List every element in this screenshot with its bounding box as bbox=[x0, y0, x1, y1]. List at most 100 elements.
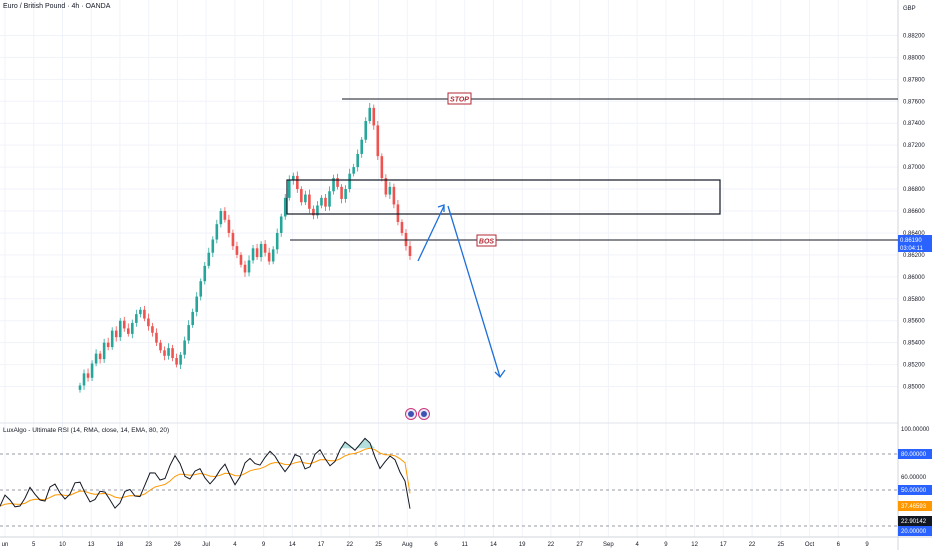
candle-body bbox=[106, 342, 110, 348]
candle-body bbox=[207, 252, 211, 266]
rsi-upper-tag bbox=[898, 449, 932, 459]
time-axis-label: 4 bbox=[233, 542, 237, 548]
candle-body bbox=[251, 248, 255, 261]
price-axis-label: 0.85800 bbox=[903, 297, 925, 303]
candle-body bbox=[239, 254, 243, 265]
time-axis-label: 9 bbox=[865, 542, 869, 548]
candle-body bbox=[332, 178, 335, 192]
candle-body bbox=[215, 224, 219, 240]
time-axis-label: 6 bbox=[434, 542, 438, 548]
candle-body bbox=[364, 121, 368, 140]
time-axis-label: 4 bbox=[635, 542, 639, 548]
rsi-lower-value: 20.00000 bbox=[901, 529, 927, 535]
candle-body bbox=[392, 186, 396, 205]
time-axis-label: 6 bbox=[837, 542, 841, 548]
time-axis-label: 22 bbox=[346, 542, 353, 548]
candle-body bbox=[235, 246, 239, 255]
price-axis-label: 0.86800 bbox=[903, 187, 925, 193]
bos-tag[interactable] bbox=[476, 234, 497, 247]
candle-body bbox=[175, 358, 178, 365]
candle-body bbox=[131, 322, 134, 334]
candle-body bbox=[187, 325, 190, 341]
candle-body bbox=[356, 153, 359, 168]
candle-body bbox=[86, 373, 90, 378]
down-arrow-line bbox=[447, 205, 501, 378]
candle-body bbox=[296, 175, 299, 190]
candle-body bbox=[243, 264, 247, 273]
rsi-line bbox=[0, 437, 411, 509]
candle-body bbox=[275, 232, 279, 250]
scroll-left-icon[interactable] bbox=[405, 408, 417, 420]
time-axis-label: 17 bbox=[720, 542, 727, 548]
candle-body bbox=[344, 189, 347, 199]
projection-arrows[interactable] bbox=[417, 204, 506, 379]
candle-body bbox=[227, 219, 231, 233]
price-axis-label: 0.85000 bbox=[903, 385, 925, 391]
rsi-indicator-title[interactable]: LuxAlgo - Ultimate RSI (14, RMA, close, … bbox=[3, 427, 170, 434]
time-axis-label: 18 bbox=[117, 542, 124, 548]
stop-tag[interactable] bbox=[447, 92, 472, 105]
current-price-value: 0.86190 bbox=[900, 238, 922, 244]
scroll-right-icon[interactable] bbox=[418, 408, 430, 420]
candlestick-series bbox=[78, 102, 412, 393]
time-axis-label: 11 bbox=[462, 542, 469, 548]
supply-zone-box[interactable] bbox=[286, 179, 721, 215]
up-arrow-line bbox=[417, 205, 445, 262]
candle-body bbox=[360, 139, 364, 154]
price-axis-label: 0.85400 bbox=[903, 341, 925, 347]
price-axis-label: 0.85600 bbox=[903, 319, 925, 325]
candle-body bbox=[171, 348, 174, 359]
bos-label: BOS bbox=[479, 239, 495, 246]
symbol-title[interactable]: Euro / British Pound · 4h · OANDA bbox=[3, 3, 111, 10]
candle-body bbox=[380, 156, 384, 179]
rsi-axis-100: 100.00000 bbox=[901, 427, 930, 433]
time-axis-label: Jul bbox=[202, 542, 210, 548]
candle-body bbox=[287, 180, 291, 198]
candle-body bbox=[255, 248, 259, 258]
candle-body bbox=[312, 208, 315, 216]
candle-body bbox=[159, 342, 162, 351]
candle-body bbox=[78, 385, 82, 390]
candle-body bbox=[408, 246, 412, 256]
price-axis-label: 0.87000 bbox=[903, 165, 925, 171]
current-price-tag bbox=[898, 235, 932, 252]
candle-body bbox=[388, 186, 392, 195]
candle-body bbox=[271, 249, 275, 262]
candle-body bbox=[320, 197, 323, 206]
price-axis-label: 0.85200 bbox=[903, 363, 925, 369]
candle-body bbox=[328, 191, 331, 207]
scroll-buttons[interactable] bbox=[405, 408, 430, 420]
time-axis-label: 12 bbox=[691, 542, 698, 548]
time-axis-label: Aug bbox=[402, 542, 413, 548]
candle-body bbox=[110, 330, 114, 348]
time-axis-label: 19 bbox=[519, 542, 526, 548]
candle-body bbox=[263, 243, 267, 253]
candle-body bbox=[223, 211, 227, 220]
time-axis-label: 26 bbox=[174, 542, 181, 548]
candle-body bbox=[90, 363, 94, 378]
candle-body bbox=[183, 340, 186, 355]
candle-body bbox=[219, 211, 223, 225]
current-price-countdown: 03:04:11 bbox=[900, 246, 924, 252]
price-axis-label: 0.87400 bbox=[903, 121, 925, 127]
candle-body bbox=[203, 265, 207, 282]
price-axis-label: 0.87200 bbox=[903, 143, 925, 149]
candle-body bbox=[300, 189, 303, 203]
candle-body bbox=[291, 175, 295, 181]
candle-body bbox=[352, 167, 355, 174]
rsi-value-tag bbox=[898, 516, 932, 526]
candle-body bbox=[199, 281, 203, 297]
rsi-mid-tag bbox=[898, 485, 932, 495]
price-axis-label: 0.88200 bbox=[903, 33, 925, 39]
candle-body bbox=[195, 296, 199, 312]
candle-body bbox=[376, 125, 380, 157]
candle-body bbox=[267, 252, 271, 262]
stop-label: STOP bbox=[450, 97, 469, 104]
price-axis-label: 0.86400 bbox=[903, 231, 925, 237]
candle-body bbox=[340, 186, 343, 199]
candle-body bbox=[396, 204, 400, 222]
time-axis-label: 13 bbox=[88, 542, 95, 548]
